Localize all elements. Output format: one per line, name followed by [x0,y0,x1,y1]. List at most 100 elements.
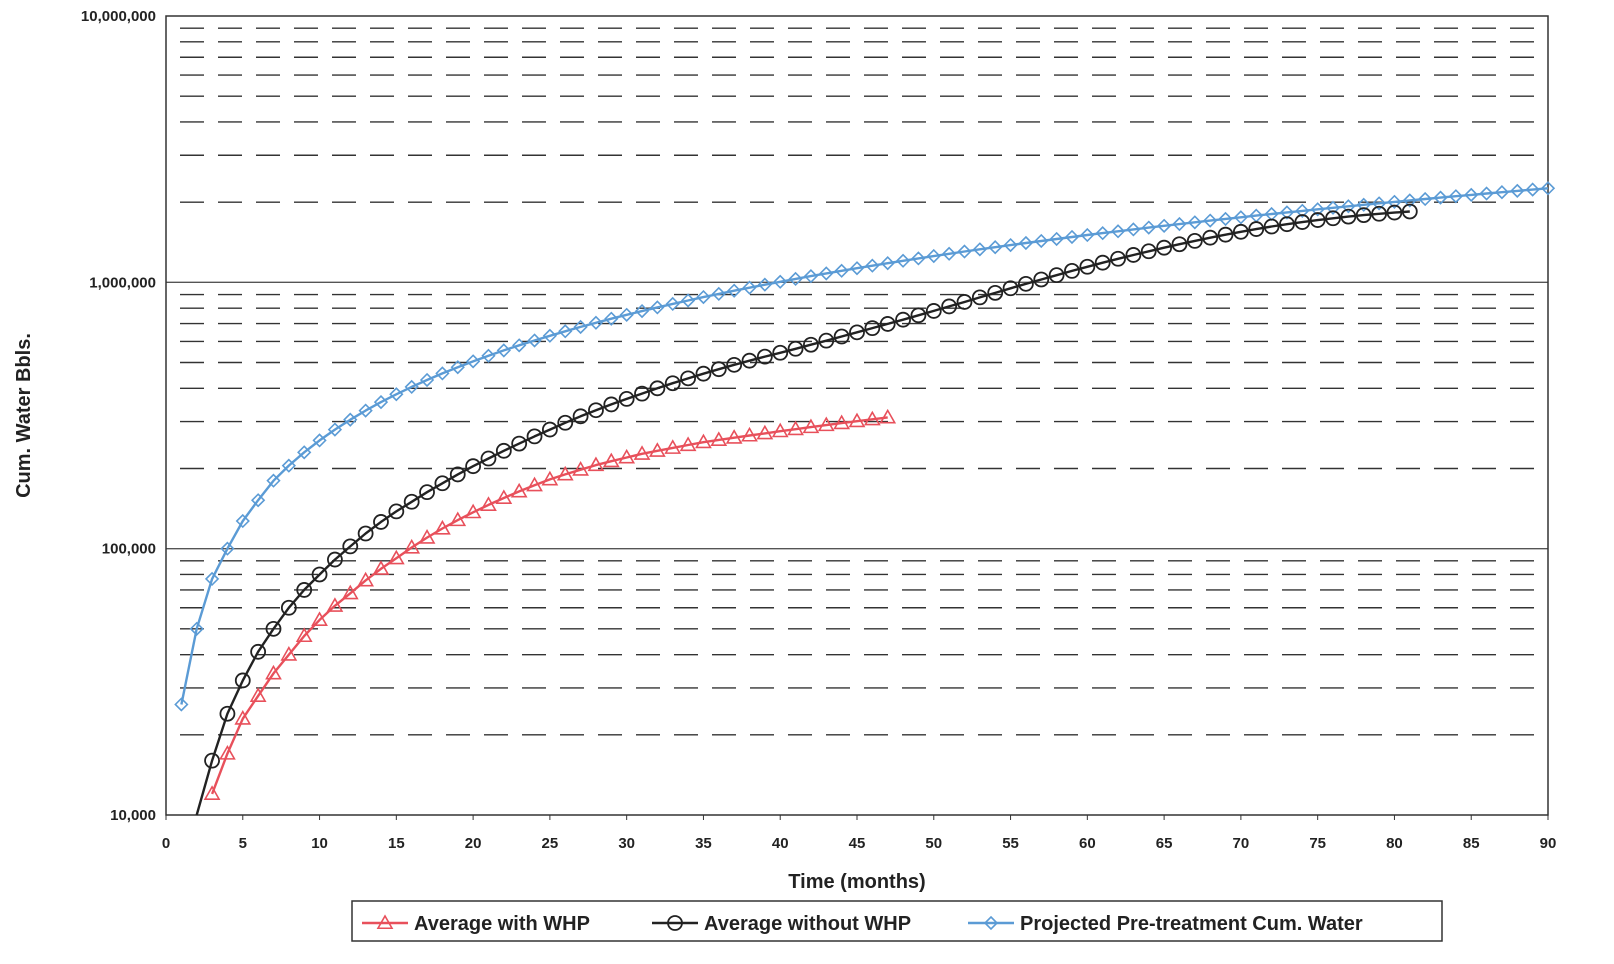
circle-marker [1248,221,1265,237]
circle-marker [480,450,497,467]
triangle-marker [480,496,497,511]
diamond-marker [926,248,941,264]
diamond-marker [419,372,435,388]
circle-marker [204,752,220,769]
triangle-marker [311,611,328,626]
circle-marker [1232,223,1249,240]
diamond-marker [1141,220,1156,235]
triangle-marker [833,414,851,430]
diamond-marker [358,403,373,418]
triangle-marker [556,465,574,481]
circle-marker [1263,218,1280,235]
circle-marker [680,370,696,387]
legend-label: Projected Pre-treatment Cum. Water [1020,913,1363,935]
diamond-marker [988,240,1003,255]
x-tick-label: 20 [465,835,482,852]
circle-marker [541,421,558,438]
diamond-marker [1371,196,1387,211]
x-tick-label: 75 [1309,835,1326,852]
triangle-marker [203,785,221,800]
diamond-marker [1126,222,1141,237]
diamond-marker [1233,210,1249,225]
diamond-marker [1341,199,1356,214]
triangle-marker [710,431,728,446]
diamond-marker [189,621,204,636]
diamond-marker [1187,215,1202,230]
diamond-marker [481,348,496,363]
circle-marker [787,340,804,357]
circle-marker [495,442,512,459]
diamond-marker [1540,181,1556,196]
circle-marker [357,525,374,542]
diamond-marker [1402,193,1417,208]
circle-marker [1064,262,1080,279]
circle-marker [1401,203,1418,220]
diamond-marker [680,293,696,308]
diamond-marker [972,242,987,257]
circle-marker [526,428,543,445]
circle-marker [296,582,313,598]
diamond-marker [404,379,419,395]
diamond-marker [204,571,220,587]
circle-marker [1186,232,1203,249]
circle-marker [280,599,297,616]
legend-entry: Average without WHP [652,913,911,935]
diamond-marker [1080,227,1095,243]
triangle-marker [741,426,758,442]
x-tick-label: 80 [1386,835,1403,852]
x-tick-label: 60 [1079,835,1096,852]
triangle-marker [725,429,743,444]
circle-marker [941,298,958,315]
series-triangle [203,408,897,800]
x-tick-label: 35 [695,835,712,852]
circle-marker [756,348,773,365]
diamond-marker [174,697,189,712]
triangle-marker [372,560,390,575]
x-tick-label: 5 [239,835,247,852]
diamond-marker [235,513,250,529]
triangle-marker [495,489,513,505]
circle-marker [1340,208,1357,225]
diamond-marker [373,394,389,410]
diamond-marker [281,458,296,473]
diamond-marker [1172,216,1187,232]
circle-marker [1355,207,1372,224]
circle-marker [434,475,451,492]
diamond-marker [1464,187,1479,203]
triangle-marker [863,410,881,426]
x-tick-label: 70 [1233,835,1250,852]
diamond-marker [773,274,788,289]
diamond-marker [1049,231,1064,247]
circle-marker [572,408,589,425]
diamond-marker [1310,202,1325,217]
circle-marker [1309,212,1326,228]
triangle-marker [376,914,394,930]
circle-marker [1217,226,1234,243]
triangle-marker [526,476,543,492]
x-tick-label: 85 [1463,835,1480,852]
circle-marker [664,375,681,392]
diamond-marker [220,541,235,556]
triangle-marker [756,424,774,440]
triangle-marker [234,710,252,725]
diamond-marker [1218,211,1233,227]
diamond-marker [834,263,849,278]
triangle-marker [817,416,835,432]
diamond-marker [588,315,604,330]
circle-marker [667,915,683,931]
circle-marker [557,414,574,431]
circle-marker [1371,205,1387,222]
diamond-marker [312,433,327,448]
y-tick-label: 1,000,000 [89,274,156,291]
diamond-marker [266,473,281,488]
axis-ticks: 0 5 10 15 20 25 30 35 40 45 50 55 60 65 70 75 80 85 90 10,0… [81,8,1556,852]
legend-entry: Projected Pre-treatment Cum. Water [968,913,1363,935]
x-tick-label: 45 [849,835,866,852]
circle-marker [250,643,267,660]
series-line [195,210,1410,816]
diamond-marker [1479,186,1494,201]
diamond-marker [696,289,711,305]
triangle-marker [249,687,267,702]
